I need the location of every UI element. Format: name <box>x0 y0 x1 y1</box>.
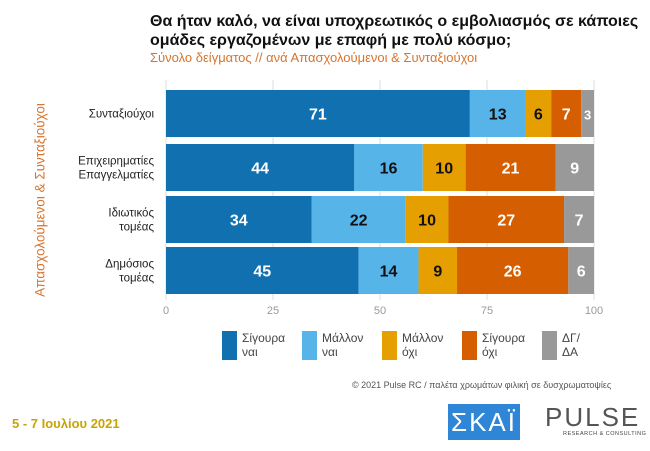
data-label: 16 <box>380 161 398 178</box>
x-tick-label: 100 <box>585 305 603 317</box>
bar-segment <box>358 247 419 294</box>
bar-segment <box>166 247 359 294</box>
category-label: Δημόσιος τομέας <box>105 259 154 285</box>
data-label: 3 <box>584 108 591 123</box>
legend: Σίγουρα ναι Μάλλον ναι Μάλλον όχι Σίγουρα όχι ΔΓ… <box>222 331 614 360</box>
survey-date: 5 - 7 Ιουλίου 2021 <box>12 416 120 431</box>
bar-segment <box>564 196 594 243</box>
legend-label: Μάλλον ναι <box>322 331 364 359</box>
x-tick-label: 0 <box>163 305 169 317</box>
data-label: 7 <box>575 213 584 230</box>
data-label: 13 <box>489 107 507 124</box>
data-label: 44 <box>251 161 269 178</box>
data-label: 9 <box>570 161 579 178</box>
category-label: Συνταξιούχοι <box>89 109 155 121</box>
bar-segment <box>525 90 552 137</box>
bar-segment <box>551 90 582 137</box>
legend-label: Σίγουρα ναι <box>242 331 286 359</box>
data-label: 71 <box>309 107 327 124</box>
legend-swatch <box>222 331 237 360</box>
data-label: 27 <box>497 213 515 230</box>
legend-label: Σίγουρα όχι <box>482 331 526 359</box>
legend-item: ΔΓ/ΔΑ <box>542 331 614 360</box>
pulse-logo-subtitle: RESEARCH & CONSULTING <box>563 431 647 437</box>
bar-segment <box>166 196 312 243</box>
bar-segment <box>568 247 594 294</box>
bar-segment <box>448 196 565 243</box>
legend-item: Σίγουρα όχι <box>462 331 534 360</box>
data-label: 14 <box>380 264 398 281</box>
legend-item: Μάλλον ναι <box>302 331 374 360</box>
pulse-logo: PULSE <box>545 402 641 432</box>
legend-item: Σίγουρα ναι <box>222 331 294 360</box>
data-label: 6 <box>534 107 543 124</box>
legend-item: Μάλλον όχι <box>382 331 454 360</box>
bar-segment <box>469 90 526 137</box>
x-tick-label: 50 <box>374 305 386 317</box>
data-label: 10 <box>418 213 436 230</box>
copyright: © 2021 Pulse RC / παλέτα χρωμάτων φιλική… <box>352 380 612 390</box>
data-label: 6 <box>577 264 586 281</box>
bar-segment <box>166 144 355 191</box>
bar-segment <box>166 90 470 137</box>
legend-label: ΔΓ/ΔΑ <box>562 331 580 359</box>
data-label: 21 <box>502 161 520 178</box>
bar-segment <box>422 144 466 191</box>
data-label: 10 <box>435 161 453 178</box>
data-label: 22 <box>350 213 368 230</box>
legend-swatch <box>462 331 477 360</box>
data-label: 7 <box>562 107 571 124</box>
data-label: 45 <box>253 264 271 281</box>
legend-label: Μάλλον όχι <box>402 331 444 359</box>
chart-title: Θα ήταν καλό, να είναι υποχρεωτικός ο εμ… <box>150 13 639 49</box>
bar-segment <box>405 196 449 243</box>
bar-segment <box>457 247 569 294</box>
bar-segment <box>465 144 556 191</box>
x-tick-label: 75 <box>481 305 493 317</box>
bar-segment <box>311 196 406 243</box>
data-label: 34 <box>230 213 248 230</box>
category-label: Επιχειρηματίες Επαγγελματίες <box>78 156 154 182</box>
data-label: 26 <box>504 264 522 281</box>
legend-swatch <box>382 331 397 360</box>
bar-segment <box>555 144 594 191</box>
bar-segment <box>354 144 423 191</box>
category-label: Ιδιωτικός τομέας <box>108 208 154 234</box>
data-label: 9 <box>433 264 442 281</box>
x-tick-label: 25 <box>267 305 279 317</box>
bar-segment <box>581 90 594 137</box>
bar-segment <box>418 247 458 294</box>
legend-swatch <box>302 331 317 360</box>
legend-swatch <box>542 331 557 360</box>
chart-subtitle: Σύνολο δείγματος // ανά Απασχολούμενοι &… <box>150 50 478 65</box>
skai-logo: ΣΚΑΪ <box>448 404 520 440</box>
